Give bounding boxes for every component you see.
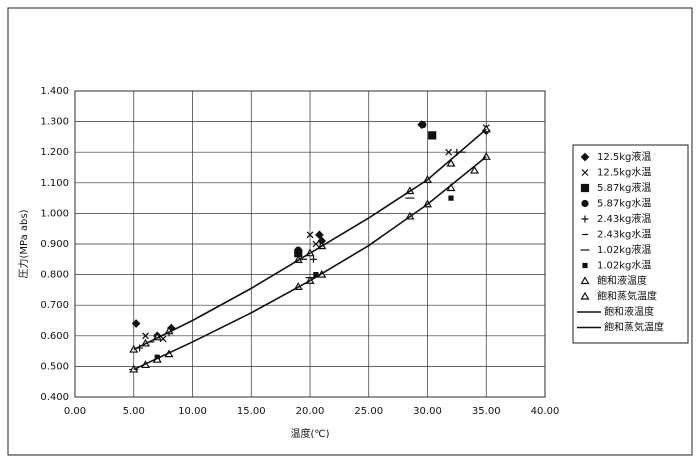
legend-label: 12.5kg液温 — [597, 150, 651, 163]
legend-label: 飽和蒸気温度 — [597, 290, 657, 303]
marker — [312, 240, 320, 248]
legend-label: 1.02kg液温 — [597, 243, 651, 256]
x-tick-label: 30.00 — [413, 406, 442, 417]
y-tick-label: 1.100 — [40, 178, 69, 189]
marker — [419, 121, 427, 129]
marker — [306, 231, 314, 239]
marker — [445, 148, 453, 156]
marker — [448, 195, 454, 201]
x-tick-label: 20.00 — [296, 406, 325, 417]
marker — [310, 255, 318, 263]
legend-marker — [580, 276, 590, 285]
legend-label: 飽和液温度 — [604, 305, 654, 318]
series-line — [133, 156, 487, 371]
y-tick-label: 1.000 — [40, 208, 69, 219]
legend-label: 飽和液温度 — [597, 274, 647, 287]
y-tick-label: 0.600 — [40, 331, 69, 342]
legend-label: 5.87kg液温 — [597, 181, 651, 194]
legend-marker — [581, 169, 589, 176]
legend-marker — [581, 199, 589, 208]
marker — [142, 332, 149, 340]
y-axis-title: 圧力(MPa abs) — [17, 209, 30, 278]
y-tick-label: 0.500 — [40, 361, 69, 372]
marker — [315, 230, 324, 240]
x-tick-label: 35.00 — [472, 406, 501, 417]
y-tick-label: 0.400 — [40, 392, 69, 403]
y-tick-label: 0.800 — [40, 270, 69, 281]
legend-marker — [582, 262, 588, 269]
x-tick-label: 0.00 — [64, 406, 86, 417]
y-tick-label: 1.200 — [40, 147, 69, 158]
legend-label: 1.02kg水温 — [597, 260, 651, 272]
x-tick-label: 25.00 — [354, 406, 383, 417]
legend-marker — [580, 152, 590, 162]
legend-marker — [580, 183, 590, 193]
x-tick-label: 10.00 — [178, 406, 207, 417]
y-tick-label: 0.900 — [40, 239, 69, 250]
series-line — [133, 128, 487, 351]
marker — [294, 246, 302, 254]
legend-label: 12.5kg水温 — [597, 167, 651, 179]
y-tick-label: 1.300 — [40, 117, 69, 128]
x-tick-label: 15.00 — [237, 406, 266, 417]
marker — [131, 319, 141, 328]
x-tick-label: 5.00 — [123, 406, 145, 417]
legend-marker — [581, 215, 589, 223]
marker — [428, 131, 437, 140]
legend-marker — [580, 291, 590, 300]
marker — [446, 158, 456, 167]
marker — [469, 165, 480, 174]
x-axis-title: 温度(℃) — [290, 427, 329, 440]
legend-label: 飽和蒸気温度 — [604, 321, 664, 334]
y-tick-label: 1.400 — [40, 86, 69, 97]
legend-label: 5.87kg水温 — [597, 198, 651, 210]
legend-label: 2.43kg液温 — [597, 212, 651, 225]
y-tick-label: 0.700 — [40, 300, 69, 311]
x-tick-label: 40.00 — [531, 406, 560, 417]
legend-box — [572, 144, 689, 344]
legend-label: 2.43kg水温 — [597, 229, 651, 241]
